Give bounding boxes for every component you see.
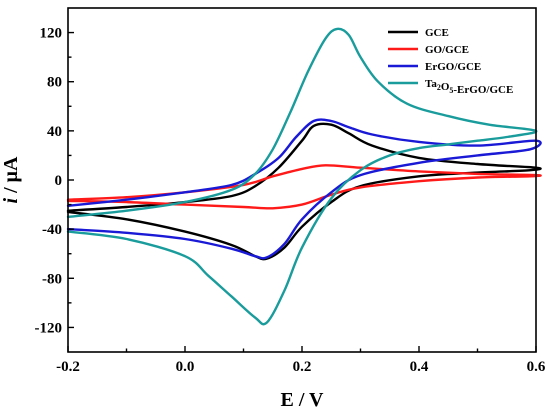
y-tick-label: -120 — [35, 320, 63, 336]
series-line-2 — [66, 118, 542, 260]
series-line-1 — [66, 164, 542, 210]
y-axis-title: i / μA — [0, 156, 22, 203]
legend-label-1: GO/GCE — [425, 44, 469, 56]
series-line-0 — [66, 122, 542, 261]
plot-marks — [66, 27, 542, 326]
y-tick-label: 80 — [47, 75, 62, 91]
x-tick-label: 0.0 — [176, 359, 195, 375]
y-axis-title-italic: i — [0, 197, 22, 203]
x-tick-label: 0.6 — [527, 359, 546, 375]
x-tick-label: 0.2 — [293, 359, 312, 375]
x-tick-label: 0.4 — [410, 359, 429, 375]
x-axis-title: E / V — [281, 389, 325, 411]
plot-frame — [67, 7, 537, 353]
legend-label-0: GCE — [425, 27, 449, 39]
x-tick-label: -0.2 — [56, 359, 80, 375]
y-tick-label: 40 — [47, 124, 62, 140]
series-line-3 — [66, 27, 538, 326]
axis-ticks: -0.2 0.0 0.2 0.4 0.6 -120 -80 -40 0 40 80 120 — [35, 26, 546, 375]
y-tick-label: 120 — [40, 26, 63, 42]
y-tick-label: 0 — [55, 173, 63, 189]
y-axis-title-rest: / μA — [0, 156, 22, 198]
legend-label-3: Ta2O5-ErGO/GCE — [425, 78, 513, 96]
legend-label-2: ErGO/GCE — [425, 61, 481, 73]
legend: GCE GO/GCE ErGO/GCE Ta2O5-ErGO/GCE — [388, 27, 513, 96]
y-tick-label: -40 — [42, 222, 62, 238]
y-tick-label: -80 — [42, 271, 62, 287]
